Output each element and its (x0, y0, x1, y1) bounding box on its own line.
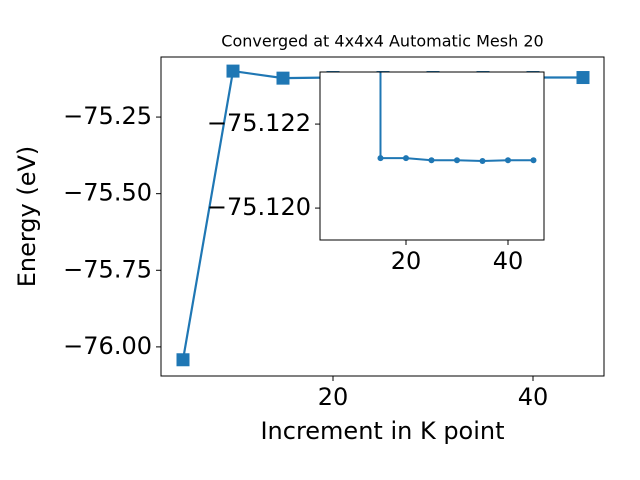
data-point (428, 157, 435, 164)
data-point (576, 71, 590, 85)
chart-title: Converged at 4x4x4 Automatic Mesh 20 (221, 32, 543, 51)
data-point (402, 155, 409, 162)
data-point (530, 157, 537, 164)
x-tick-label: 20 (318, 383, 349, 411)
data-point (377, 155, 384, 162)
data-point (479, 158, 486, 165)
y-tick-label: −75.120 (207, 193, 311, 221)
data-point (504, 157, 511, 164)
y-axis-label: Energy (eV) (13, 146, 41, 288)
y-tick-label: −76.00 (63, 332, 152, 360)
y-tick-label: −75.50 (63, 179, 152, 207)
data-point (276, 71, 290, 85)
data-line (379, 72, 534, 163)
axes-frame (160, 56, 605, 377)
x-tick-label: 40 (493, 247, 524, 275)
y-tick-label: −75.122 (207, 109, 311, 137)
x-tick-label: 40 (518, 383, 549, 411)
series-group (377, 72, 537, 165)
axes-frame (319, 71, 545, 241)
x-axis-label: Increment in K point (260, 417, 504, 445)
plot-area (320, 72, 544, 240)
y-tick-label: −75.25 (63, 102, 152, 130)
x-tick-label: 20 (391, 247, 422, 275)
data-point (226, 64, 240, 78)
data-point (176, 353, 190, 367)
data-point (453, 157, 460, 164)
y-tick-label: −75.75 (63, 255, 152, 283)
